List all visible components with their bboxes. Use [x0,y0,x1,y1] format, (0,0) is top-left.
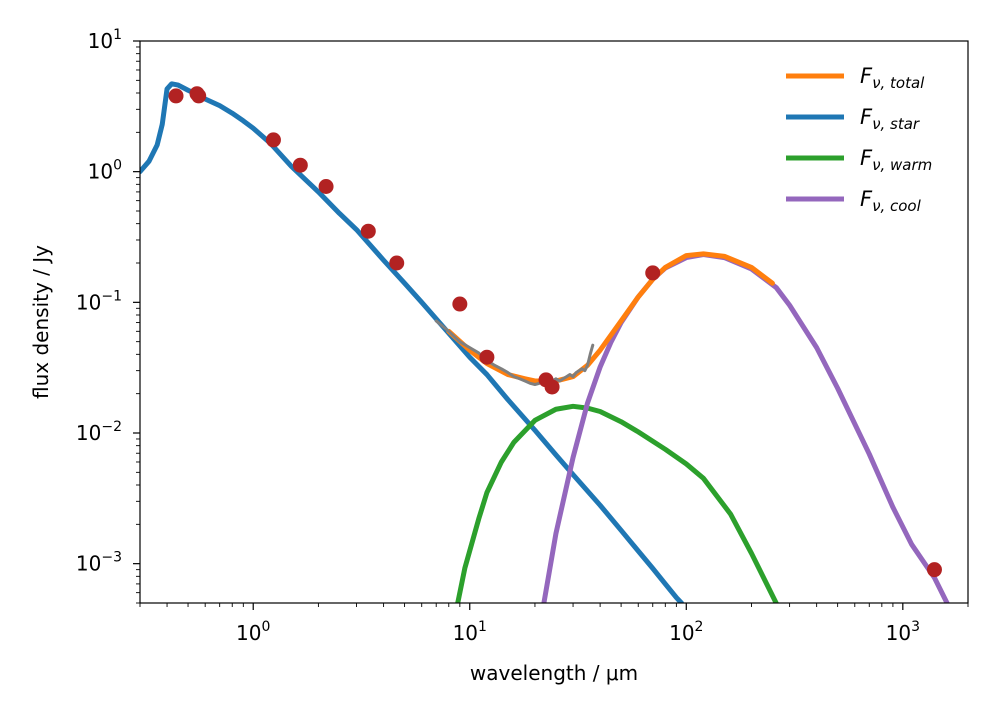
series-line-ftotal [446,251,775,384]
legend: Fν, total Fν, star Fν, warm Fν, cool [786,64,932,215]
x-tick-label: 100 [236,619,270,645]
x-tick-label: 102 [669,619,703,645]
data-point [292,157,308,173]
data-point [360,223,376,239]
y-axis-label: flux density / Jy [29,245,53,399]
series-line-fcool [541,252,950,603]
data-point [926,562,942,578]
data-point [452,296,468,312]
data-point [318,179,334,194]
y-tick-label: 101 [88,27,122,53]
y-tick-label: 10−3 [76,550,122,576]
series-line-fstar [140,81,684,603]
legend-label: Fν, star [860,105,920,133]
tick-labels-layer: 100 101 102 103 101 100 10−1 10−2 10−3 [76,27,920,645]
data-point [168,88,184,104]
data-point [191,88,207,104]
data-point [389,255,405,271]
x-axis-label: wavelength / μm [470,661,638,685]
points-layer [168,86,942,578]
data-point [645,265,661,281]
legend-label: Fν, warm [860,146,932,174]
data-point [265,132,281,148]
x-tick-label: 101 [453,619,487,645]
plot-frame [139,40,969,604]
y-tick-label: 10−1 [76,288,122,314]
series-layer [140,81,950,603]
series-line-fwarm [455,403,779,603]
y-tick-label: 10−2 [76,419,122,445]
y-tick-label: 100 [88,158,122,184]
ticks-layer [133,40,969,610]
data-point [479,349,495,365]
legend-label: Fν, total [860,64,925,92]
legend-label: Fν, cool [860,187,922,215]
data-point [544,379,560,395]
x-tick-label: 103 [886,619,920,645]
